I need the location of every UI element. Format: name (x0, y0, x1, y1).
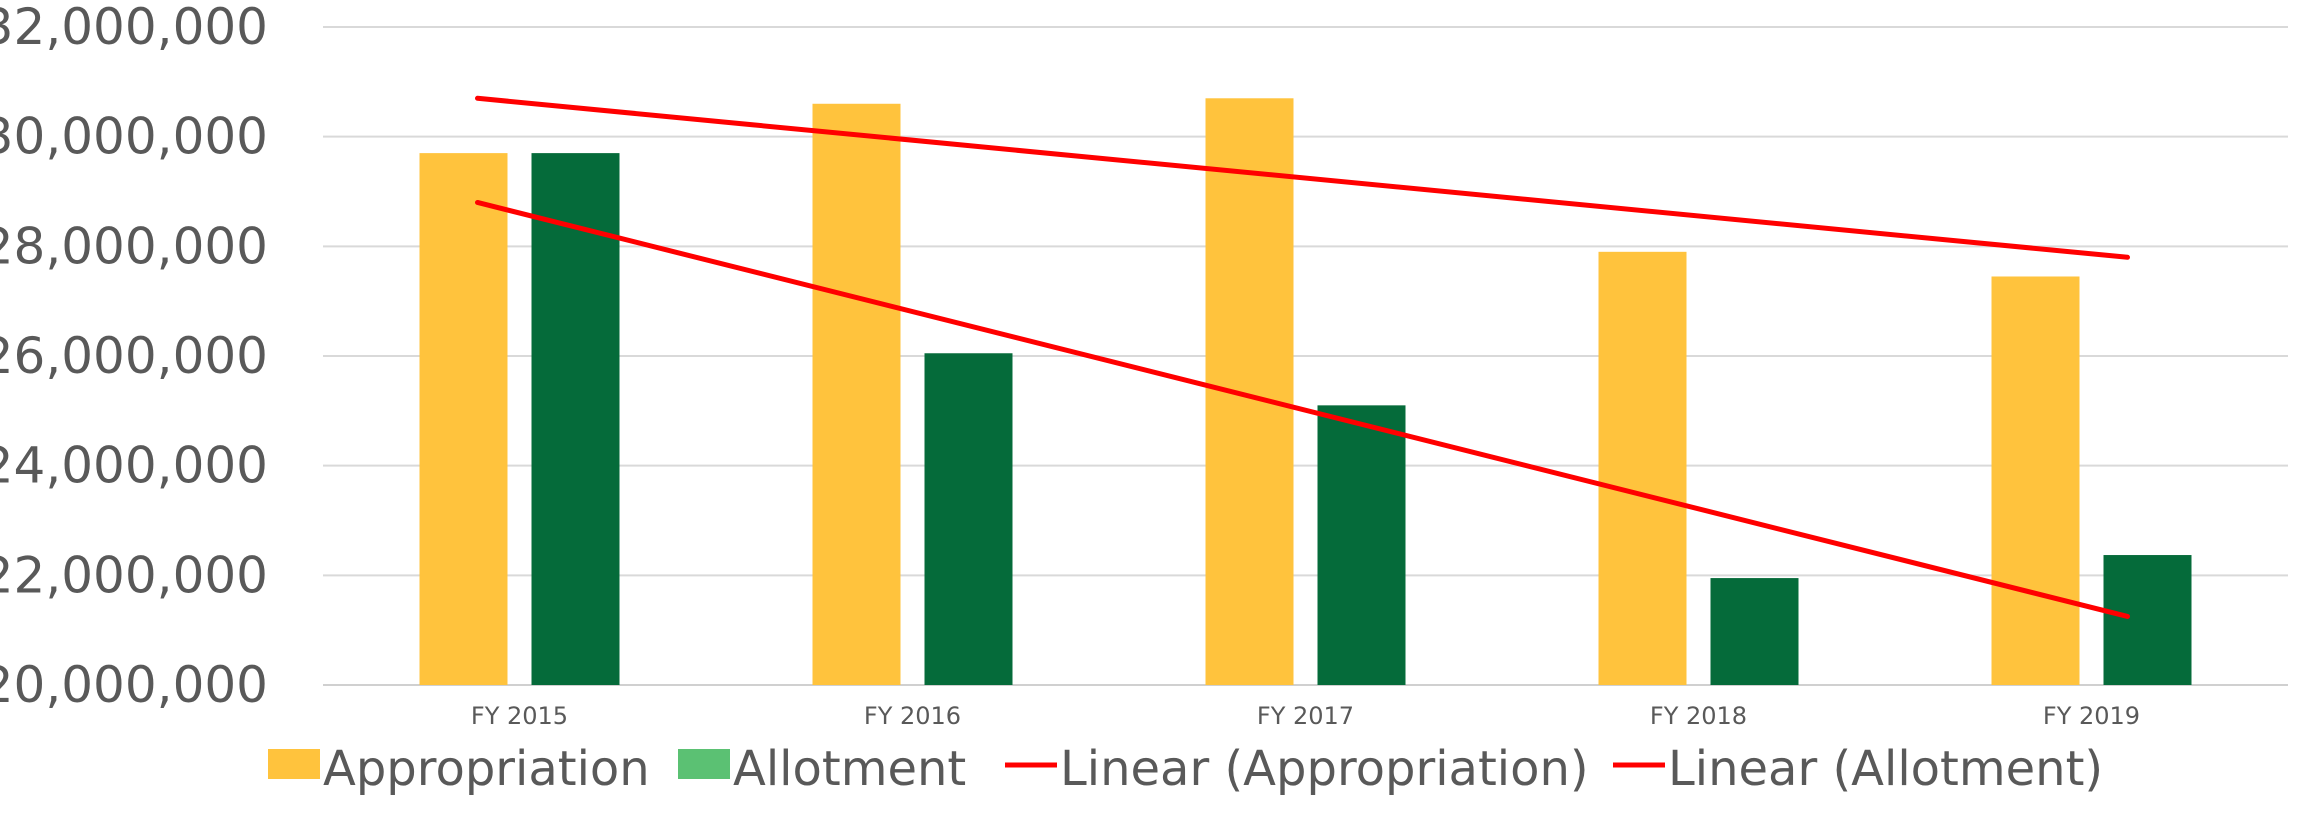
x-tick-label: FY 2016 (864, 702, 961, 730)
bar-appropriation-0 (419, 153, 508, 685)
trendline-appropriation (475, 95, 2130, 260)
bar-appropriation-1 (812, 103, 901, 686)
bar-allotment-3 (1710, 578, 1799, 685)
trendline-allotment (475, 199, 2130, 619)
legend-swatch-0 (268, 749, 320, 779)
x-tick-label: FY 2017 (1257, 702, 1354, 730)
bar-appropriation-3 (1598, 251, 1687, 686)
y-tick-label: $32,000,000 (0, 0, 268, 56)
y-axis-ticks: $20,000,000 $22,000,000 $24,000,000 $26,000… (0, 0, 268, 714)
bar-allotment-0 (531, 153, 620, 685)
legend-label: Linear (Appropriation) (1060, 741, 1589, 797)
y-tick-label: $26,000,000 (0, 327, 268, 385)
legend-label: Appropriation (323, 741, 650, 797)
y-tick-label: $28,000,000 (0, 217, 268, 275)
legend: Appropriation Allotment Linear (Appropriat… (268, 741, 2103, 797)
y-tick-label: $20,000,000 (0, 656, 268, 714)
trendlines (475, 95, 2130, 619)
y-tick-label: $24,000,000 (0, 437, 268, 495)
bar-allotment-1 (924, 353, 1013, 685)
bar-allotment-4 (2103, 555, 2192, 685)
x-tick-label: FY 2015 (471, 702, 568, 730)
bar-appropriation-4 (1991, 276, 2080, 685)
bar-allotment-2 (1317, 405, 1406, 685)
y-tick-label: $22,000,000 (0, 546, 268, 604)
x-tick-label: FY 2019 (2043, 702, 2140, 730)
legend-swatch-1 (678, 749, 730, 779)
legend-label: Allotment (733, 741, 966, 797)
bars (419, 98, 2192, 686)
x-axis-ticks: FY 2015 FY 2016 FY 2017 FY 2018 FY 2019 (471, 702, 2140, 730)
bar-appropriation-2 (1205, 98, 1294, 686)
legend-label: Linear (Allotment) (1668, 741, 2103, 797)
x-tick-label: FY 2018 (1650, 702, 1747, 730)
y-tick-label: $30,000,000 (0, 108, 268, 166)
